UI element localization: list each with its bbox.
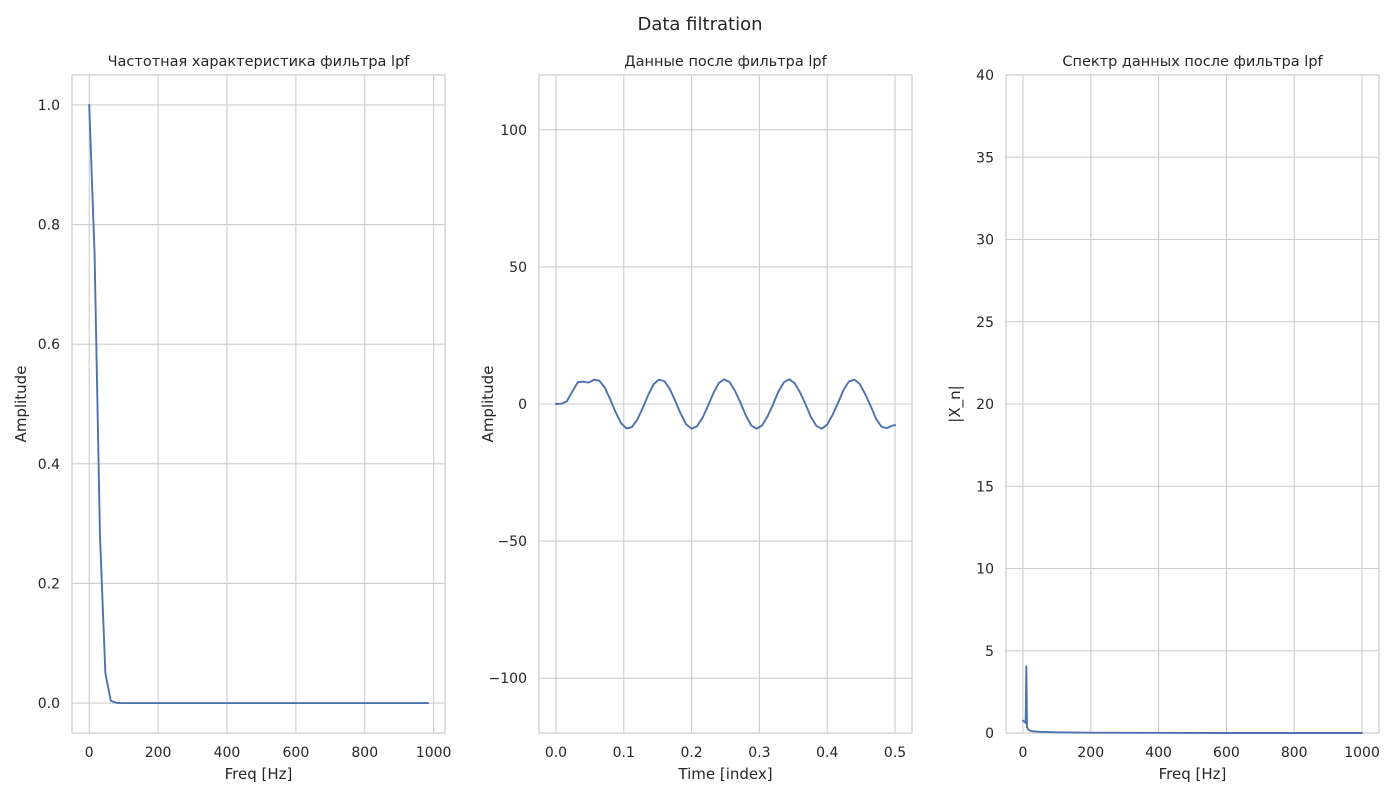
x-tick-label: 600 — [283, 745, 310, 761]
x-tick-label: 0 — [85, 745, 94, 761]
x-tick-label: 400 — [1145, 745, 1172, 761]
axes-frame — [538, 74, 913, 734]
y-tick-label: 0 — [518, 397, 527, 413]
y-tick-label: 0.6 — [38, 337, 60, 353]
x-tick-label: 800 — [351, 745, 378, 761]
x-tick-label: 1000 — [1344, 745, 1380, 761]
x-tick-label: 0.3 — [748, 745, 770, 761]
y-tick-label: −50 — [497, 534, 527, 550]
subplot-2: 0.0 0.1 0.2 0.3 0.4 0.5 −100 −50 0 50 100 Данные по… — [479, 54, 913, 783]
y-tick-label: 50 — [509, 260, 527, 276]
x-tick-label: 0.5 — [884, 745, 906, 761]
x-tick-label: 200 — [1077, 745, 1104, 761]
y-tick-label: 40 — [976, 68, 994, 84]
y-axis-label: Amplitude — [12, 366, 30, 443]
x-axis-label: Time [index] — [677, 765, 772, 783]
subplot-title: Спектр данных после фильтра lpf — [1062, 54, 1323, 70]
y-tick-label: 0 — [985, 726, 994, 742]
axes-frame — [71, 74, 446, 734]
y-tick-label: 0.2 — [38, 576, 60, 592]
y-tick-label: 30 — [976, 233, 994, 249]
y-tick-label: 0.0 — [38, 696, 60, 712]
y-axis-label: Amplitude — [479, 366, 497, 443]
series-line — [555, 378, 896, 430]
series-line — [88, 103, 430, 705]
subplot-3: 0 200 400 600 800 1000 0 5 10 15 20 25 30 35 40 Спектр … — [946, 54, 1380, 783]
subplot-1: 0 200 400 600 800 1000 0.0 0.2 0.4 0.6 0.8 1.0 Часто… — [12, 54, 451, 783]
y-tick-label: 15 — [976, 479, 994, 495]
x-tick-label: 0.0 — [545, 745, 567, 761]
x-tick-label: 1000 — [416, 745, 452, 761]
subplot-title: Данные после фильтра lpf — [624, 54, 827, 70]
subplot-title: Частотная характеристика фильтра lpf — [108, 54, 411, 70]
y-tick-label: 100 — [500, 123, 527, 139]
x-tick-label: 0.4 — [816, 745, 838, 761]
x-tick-label: 0 — [1018, 745, 1027, 761]
subplots: 0 200 400 600 800 10000.00.20.40.60.81.0Часто… — [12, 54, 1380, 783]
x-tick-label: 400 — [214, 745, 241, 761]
figure-title: Data filtration — [637, 14, 762, 35]
y-tick-label: 1.0 — [38, 98, 60, 114]
x-axis-label: Freq [Hz] — [225, 765, 293, 783]
x-tick-label: 0.1 — [613, 745, 635, 761]
y-tick-label: 5 — [985, 644, 994, 660]
x-tick-label: 800 — [1281, 745, 1308, 761]
x-axis-label: Freq [Hz] — [1159, 765, 1227, 783]
x-tick-label: 200 — [145, 745, 172, 761]
y-tick-label: 0.8 — [38, 218, 60, 234]
y-tick-label: 0.4 — [38, 457, 60, 473]
x-tick-label: 0.2 — [680, 745, 702, 761]
series-line — [1022, 665, 1364, 734]
y-tick-label: −100 — [489, 671, 527, 687]
x-tick-label: 600 — [1213, 745, 1240, 761]
y-tick-label: 20 — [976, 397, 994, 413]
y-tick-label: 25 — [976, 315, 994, 331]
y-axis-label: |X_n| — [946, 385, 965, 422]
y-tick-label: 10 — [976, 562, 994, 578]
y-tick-label: 35 — [976, 150, 994, 166]
